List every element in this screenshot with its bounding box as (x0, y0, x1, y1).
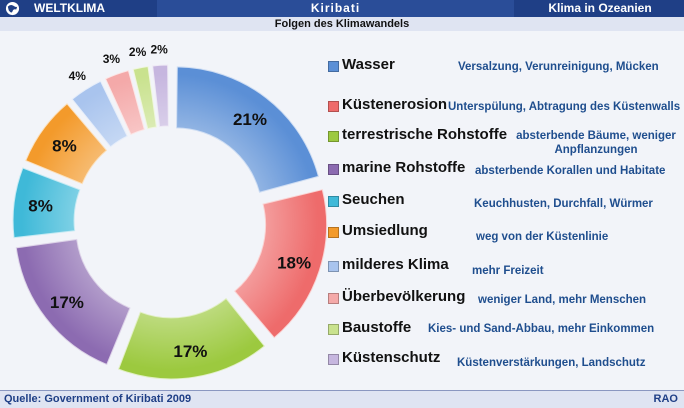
slice-value-label: 8% (52, 136, 77, 155)
chart-title: Folgen des Klimawandels (0, 17, 684, 32)
header-left-label: WELTKLIMA (34, 1, 106, 15)
legend-swatch (328, 354, 339, 365)
legend-item: Umsiedlung weg von der Küstenlinie (328, 222, 680, 243)
header-center-label: Kiribati (157, 0, 514, 17)
donut-chart: 21% 18% 17% 17% 8% 8% 4% 3% 2% 2% (12, 42, 328, 380)
slice-value-label: 17% (50, 293, 84, 312)
header-left: WELTKLIMA (0, 0, 155, 17)
legend-description: weg von der Küstenlinie (476, 231, 609, 243)
legend-description: Versalzung, Verunreinigung, Mücken (458, 61, 659, 73)
brand-logo: RAO (653, 393, 678, 405)
slice-k-stenerosion (234, 189, 328, 339)
legend-swatch (328, 131, 339, 142)
slice-value-label: 18% (277, 253, 311, 272)
legend-label: Umsiedlung (342, 222, 428, 239)
legend-swatch (328, 293, 339, 304)
footer-bar: Quelle: Government of Kiribati 2009 RAO (0, 390, 684, 408)
legend-label: Wasser (342, 56, 395, 73)
legend-label: terrestrische Rohstoffe (342, 126, 508, 143)
source-note: Quelle: Government of Kiribati 2009 (4, 393, 191, 405)
legend-item: milderes Klima mehr Freizeit (328, 256, 680, 277)
legend-swatch (328, 164, 339, 175)
slice-terrestrische-rohstoffe (117, 297, 266, 380)
globe-icon (5, 1, 20, 16)
slice-value-label: 8% (28, 197, 53, 216)
legend-swatch (328, 196, 339, 207)
legend-description: weniger Land, mehr Menschen (478, 294, 647, 306)
source-prefix: Quelle: (4, 393, 42, 405)
slice-wasser (176, 66, 320, 193)
legend-swatch (328, 261, 339, 272)
header-right-label: Klima in Ozeanien (548, 1, 652, 15)
legend-swatch (328, 61, 339, 72)
legend-label: Küstenerosion (342, 96, 448, 113)
slice-value-label: 3% (103, 52, 121, 66)
slice-k-stenschutz (152, 64, 169, 128)
legend-label: Seuchen (342, 191, 405, 208)
legend-description: Küstenverstärkungen, Landschutz (457, 357, 646, 369)
legend-item: Küstenerosion Unterspülung, Abtragung des… (328, 96, 680, 116)
legend-item: marine Rohstoffe absterbende Korallen und… (328, 159, 680, 179)
legend-label: milderes Klima (342, 256, 449, 273)
legend-swatch (328, 101, 339, 112)
legend-item: Küstenschutz Küstenverstärkungen, Landsch… (328, 349, 680, 369)
slice-umsiedlung (25, 103, 108, 185)
slice-value-label: 4% (69, 69, 87, 83)
slice-milderes-klima (71, 80, 128, 148)
legend-label: marine Rohstoffe (342, 159, 466, 176)
legend-description: absterbende Bäume, weniger Anpflanzungen (516, 130, 676, 156)
legend-item: Baustoffe Kies- und Sand-Abbau, mehr Eink… (328, 319, 680, 339)
legend-label: Küstenschutz (342, 349, 441, 366)
slice-value-label: 2% (129, 45, 147, 59)
legend-item: terrestrische Rohstoffe absterbende Bäume… (328, 126, 680, 156)
slice-marine-rohstoffe (15, 238, 131, 366)
legend-description: Unterspülung, Abtragung des Küstenwalls (448, 101, 681, 113)
legend-description: Keuchhusten, Durchfall, Würmer (474, 198, 653, 210)
legend-description: Kies- und Sand-Abbau, mehr Einkommen (428, 323, 655, 335)
slice-value-label: 2% (150, 42, 168, 56)
slice-seuchen (12, 167, 81, 239)
slice-baustoffe (132, 65, 157, 130)
legend-description: mehr Freizeit (472, 265, 544, 277)
legend-label: Baustoffe (342, 319, 412, 336)
legend-swatch (328, 324, 339, 335)
legend-item: Wasser Versalzung, Verunreinigung, Mücken (328, 56, 680, 76)
slice--berbev-lkerung (104, 70, 145, 136)
slice-value-label: 21% (233, 110, 267, 129)
header-bar: WELTKLIMA Kiribati Klima in Ozeanien (0, 0, 684, 17)
legend-item: Seuchen Keuchhusten, Durchfall, Würmer (328, 191, 680, 211)
legend-item: Überbevölkerung weniger Land, mehr Mensch… (328, 288, 680, 308)
source-text: Government of Kiribati 2009 (44, 393, 192, 405)
slice-value-label: 17% (173, 342, 207, 361)
legend-swatch (328, 227, 339, 238)
legend-description: absterbende Korallen und Habitate (475, 165, 666, 177)
legend-label: Überbevölkerung (342, 288, 466, 305)
